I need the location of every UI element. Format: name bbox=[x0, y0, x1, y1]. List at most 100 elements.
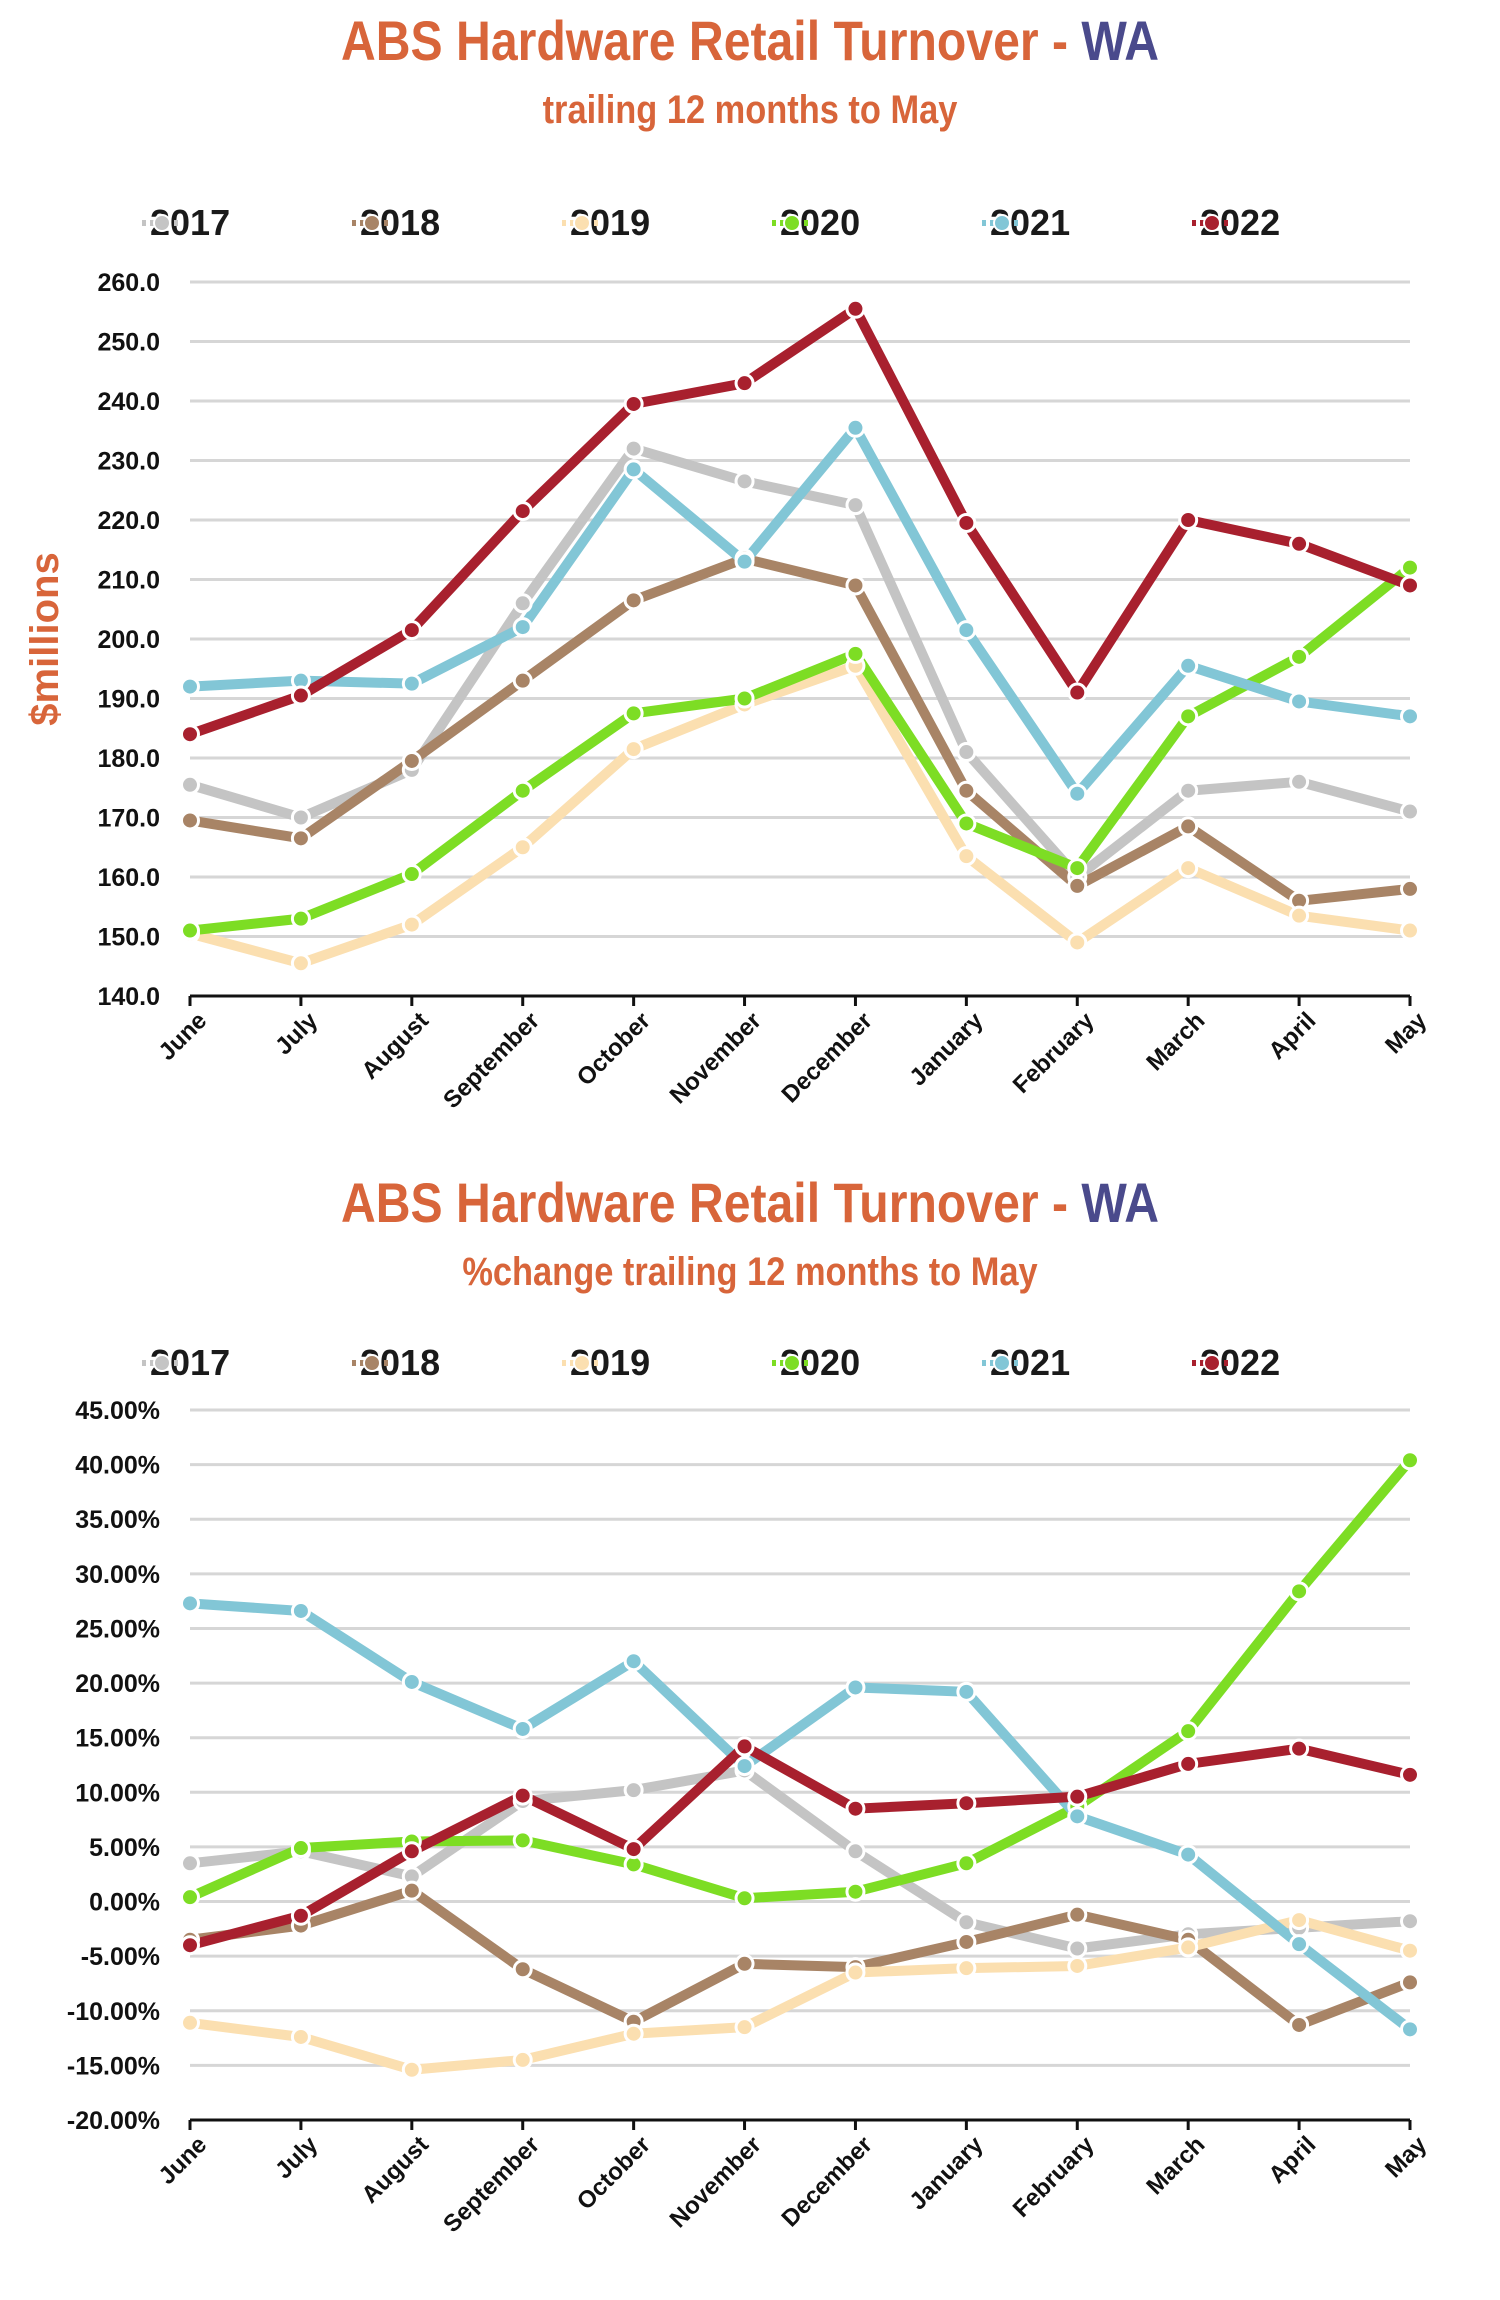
data-point-2019 bbox=[1067, 1955, 1088, 1976]
data-point-2018 bbox=[845, 575, 866, 596]
y-axis-label: $millions bbox=[23, 552, 67, 725]
x-tick-label: May bbox=[1380, 2131, 1433, 2184]
data-point-2019 bbox=[956, 1958, 977, 1979]
x-tick-label: October bbox=[572, 1007, 656, 1091]
data-point-2018 bbox=[734, 1953, 755, 1974]
data-point-2021 bbox=[623, 1651, 644, 1672]
data-point-2020 bbox=[623, 703, 644, 724]
legend-marker-icon bbox=[352, 214, 392, 232]
x-tick-label: August bbox=[357, 1007, 435, 1085]
series-line-2019 bbox=[185, 660, 1415, 969]
data-point-2019 bbox=[1178, 858, 1199, 879]
data-point-2018 bbox=[401, 1880, 422, 1901]
data-point-2022 bbox=[290, 1905, 311, 1926]
data-point-2020 bbox=[290, 908, 311, 929]
data-point-2017 bbox=[180, 774, 200, 795]
chart-2-subtitle: %change trailing 12 months to May bbox=[462, 1250, 1038, 1294]
data-point-2022 bbox=[1400, 575, 1420, 596]
data-point-2022 bbox=[956, 1793, 977, 1814]
x-tick-label: April bbox=[1264, 2131, 1322, 2189]
legend-item-2017: 2017 bbox=[140, 198, 230, 248]
data-point-2022 bbox=[180, 1935, 200, 1956]
data-point-2021 bbox=[401, 1671, 422, 1692]
data-point-2022 bbox=[623, 393, 644, 414]
data-point-2017 bbox=[623, 438, 644, 459]
y-tick-label: 10.00% bbox=[75, 1779, 160, 1807]
data-point-2018 bbox=[956, 1931, 977, 1952]
data-point-2018 bbox=[180, 810, 200, 831]
data-point-2021 bbox=[734, 1756, 755, 1777]
legend-marker-icon bbox=[142, 214, 182, 232]
data-point-2021 bbox=[290, 1600, 311, 1621]
data-point-2020 bbox=[1178, 1721, 1199, 1742]
data-point-2017 bbox=[180, 1853, 200, 1874]
data-point-2020 bbox=[734, 688, 755, 709]
y-tick-label: 25.00% bbox=[75, 1615, 160, 1643]
data-point-2022 bbox=[1289, 533, 1310, 554]
data-point-2022 bbox=[734, 1736, 755, 1757]
y-tick-label: 220.0 bbox=[97, 507, 160, 535]
data-point-2019 bbox=[1289, 905, 1310, 926]
data-point-2018 bbox=[1400, 1972, 1420, 1993]
data-point-2020 bbox=[180, 1887, 200, 1908]
series-line-2020 bbox=[185, 1455, 1415, 1904]
y-tick-label: 0.00% bbox=[89, 1889, 160, 1917]
data-point-2022 bbox=[734, 373, 755, 394]
data-point-2019 bbox=[1067, 932, 1088, 953]
data-point-2022 bbox=[623, 1839, 644, 1860]
legend-item-2018: 2018 bbox=[350, 198, 440, 248]
x-tick-label: September bbox=[438, 2131, 545, 2238]
y-tick-label: 45.00% bbox=[75, 1397, 160, 1425]
legend-marker-icon bbox=[1192, 214, 1232, 232]
chart-1-legend: 2017 2018 2019 2020 2021 2022 bbox=[0, 198, 1500, 248]
series-line-2022 bbox=[185, 1741, 1415, 1951]
x-tick-label: April bbox=[1264, 1007, 1322, 1065]
data-point-2017 bbox=[956, 1912, 977, 1933]
data-point-2019 bbox=[290, 2026, 311, 2047]
y-tick-label: 170.0 bbox=[97, 805, 160, 833]
x-tick-label: July bbox=[270, 2131, 324, 2185]
data-point-2020 bbox=[956, 1853, 977, 1874]
y-tick-label: 160.0 bbox=[97, 864, 160, 892]
data-point-2018 bbox=[956, 780, 977, 801]
legend-marker-icon bbox=[772, 214, 812, 232]
data-point-2020 bbox=[180, 920, 200, 941]
y-tick-label: 260.0 bbox=[97, 269, 160, 297]
data-point-2020 bbox=[1289, 1581, 1310, 1602]
data-point-2020 bbox=[1400, 557, 1420, 578]
data-point-2019 bbox=[401, 914, 422, 935]
legend-marker-icon bbox=[1192, 1354, 1232, 1372]
data-point-2021 bbox=[845, 1677, 866, 1698]
data-point-2022 bbox=[1178, 510, 1199, 530]
x-tick-label: August bbox=[357, 2131, 435, 2209]
y-tick-label: 140.0 bbox=[97, 983, 160, 1011]
data-point-2019 bbox=[1400, 920, 1420, 941]
chart-2-legend: 2017 2018 2019 2020 2021 2022 bbox=[0, 1338, 1500, 1388]
data-point-2020 bbox=[845, 643, 866, 664]
data-point-2022 bbox=[845, 1798, 866, 1819]
data-point-2021 bbox=[1400, 706, 1420, 727]
y-tick-label: 230.0 bbox=[97, 448, 160, 476]
y-tick-label: 250.0 bbox=[97, 329, 160, 357]
y-tick-label: 5.00% bbox=[89, 1834, 160, 1862]
data-point-2019 bbox=[512, 2049, 533, 2070]
data-point-2019 bbox=[401, 2059, 422, 2080]
data-point-2019 bbox=[623, 2023, 644, 2044]
data-point-2022 bbox=[180, 724, 200, 745]
data-point-2021 bbox=[1400, 2019, 1420, 2040]
x-tick-label: October bbox=[572, 2131, 656, 2215]
data-point-2020 bbox=[845, 1881, 866, 1902]
data-point-2022 bbox=[1400, 1764, 1420, 1785]
data-point-2020 bbox=[512, 780, 533, 801]
data-point-2022 bbox=[956, 512, 977, 533]
y-tick-label: 200.0 bbox=[97, 626, 160, 654]
legend-item-2019: 2019 bbox=[560, 198, 650, 248]
x-tick-label: July bbox=[270, 1007, 324, 1061]
chart-2-title-accent: WA bbox=[1081, 1171, 1159, 1234]
x-tick-label: February bbox=[1008, 1007, 1100, 1099]
x-tick-label: December bbox=[777, 2131, 878, 2232]
data-point-2017 bbox=[623, 1780, 644, 1801]
legend-marker-icon bbox=[352, 1354, 392, 1372]
series-line-2017 bbox=[185, 1765, 1415, 1954]
legend-item-2021: 2021 bbox=[980, 198, 1070, 248]
